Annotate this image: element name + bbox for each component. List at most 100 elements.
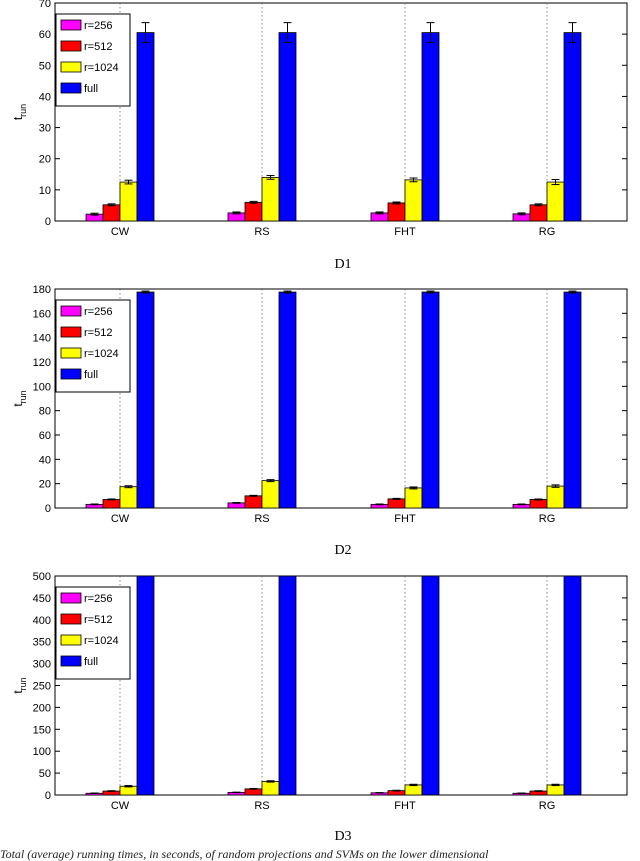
legend-label: r=1024 [84, 62, 119, 74]
y-tick-label: 180 [33, 284, 51, 296]
y-tick-label: 0 [45, 503, 51, 515]
chart-d3: 0 50 100 150 200 250 300 350 400 450 500 trun CW RS FH… [11, 571, 628, 844]
figure-caption: Total (average) running times, in second… [0, 847, 489, 861]
bar-full-fht [421, 32, 440, 222]
bar-r1024-rs [261, 781, 280, 796]
legend-swatch [60, 655, 82, 667]
y-tick-label: 40 [39, 454, 51, 466]
bar-r1024-cw [119, 785, 138, 796]
legend-swatch [60, 19, 82, 31]
bar-r1024-rs [261, 480, 280, 509]
chart-title: D2 [334, 543, 351, 558]
legend-label: full [84, 369, 98, 381]
x-tick-label: RS [254, 226, 269, 238]
y-tick-label: 40 [39, 91, 51, 103]
y-tick-label: 120 [33, 357, 51, 369]
chart-d1: 0 10 20 30 40 50 60 70 trun CW RS FHT RG r=256 r=512 r=… [11, 0, 628, 272]
legend-label: full [84, 83, 98, 95]
legend-label: r=512 [84, 41, 112, 53]
x-tick-label: RG [539, 800, 556, 812]
bar-r1024-fht [404, 487, 423, 509]
bar-r1024-cw [119, 486, 138, 509]
x-tick-label: RG [539, 226, 556, 238]
legend-swatch [60, 613, 82, 625]
bar-r1024-fht [404, 784, 423, 796]
legend-swatch [60, 61, 82, 73]
y-tick-label: 140 [33, 333, 51, 345]
x-tick-label: FHT [394, 800, 416, 812]
bar-full-cw [136, 32, 155, 222]
x-tick-label: CW [111, 226, 130, 238]
y-tick-label: 450 [33, 593, 51, 605]
chart-title: D1 [334, 257, 351, 272]
x-tick-label: CW [111, 800, 130, 812]
y-tick-label: 20 [39, 154, 51, 166]
legend-swatch [60, 40, 82, 52]
legend-swatch [60, 326, 82, 338]
bar-r512-cw [102, 499, 121, 509]
legend-label: r=512 [84, 327, 112, 339]
x-tick-label: RG [539, 513, 556, 525]
y-tick-label: 60 [39, 430, 51, 442]
y-tick-label: 30 [39, 123, 51, 135]
bar-full-rs [278, 32, 297, 222]
y-tick-label: 100 [33, 746, 51, 758]
x-tick-label: CW [111, 513, 130, 525]
legend-label: r=256 [84, 306, 112, 318]
y-tick-label: 150 [33, 724, 51, 736]
bar-r1024-rs [261, 176, 280, 222]
y-tick-label: 100 [33, 381, 51, 393]
y-tick-label: 300 [33, 659, 51, 671]
chart-d2: 0 20 40 60 80 100 120 140 160 180 trun CW RS FHT RG r=2… [11, 284, 628, 558]
legend-label: r=256 [84, 593, 112, 605]
y-tick-label: 400 [33, 615, 51, 627]
legend-label: r=256 [84, 20, 112, 32]
x-tick-label: FHT [394, 513, 416, 525]
y-tick-label: 500 [33, 571, 51, 583]
bar-r512-rs [244, 495, 263, 509]
bar-full-cw [136, 291, 155, 509]
bar-r1024-rg [546, 485, 565, 509]
bar-full-rg [563, 575, 582, 796]
legend-label: r=1024 [84, 348, 119, 360]
x-tick-label: RS [254, 800, 269, 812]
y-axis-label: trun [11, 390, 28, 406]
legend-label: full [84, 656, 98, 668]
y-tick-label: 350 [33, 637, 51, 649]
bar-r512-fht [387, 202, 406, 222]
plot-frame [54, 288, 628, 509]
plot-frame [54, 2, 628, 222]
bar-r1024-rg [546, 784, 565, 796]
y-axis-label: trun [11, 677, 28, 693]
bar-r512-rs [244, 788, 263, 796]
legend-label: r=512 [84, 614, 112, 626]
bar-full-rg [563, 32, 582, 222]
legend-swatch [60, 305, 82, 317]
x-tick-label: RS [254, 513, 269, 525]
y-tick-label: 160 [33, 308, 51, 320]
y-tick-label: 80 [39, 406, 51, 418]
y-tick-label: 0 [45, 216, 51, 228]
y-tick-label: 60 [39, 29, 51, 41]
legend-label: r=1024 [84, 635, 119, 647]
bar-r512-cw [102, 204, 121, 222]
bar-full-rs [278, 291, 297, 509]
bar-r512-rg [529, 499, 548, 509]
y-tick-label: 50 [39, 768, 51, 780]
x-tick-label: FHT [394, 226, 416, 238]
bar-r512-rs [244, 201, 263, 222]
legend-swatch [60, 368, 82, 380]
chart-title: D3 [334, 829, 351, 844]
y-axis-label: trun [11, 104, 28, 120]
legend-swatch [60, 82, 82, 94]
bar-r1024-rg [546, 181, 565, 222]
y-tick-label: 10 [39, 185, 51, 197]
y-tick-label: 250 [33, 681, 51, 693]
bar-r1024-fht [404, 179, 423, 222]
bar-full-cw [136, 575, 155, 796]
bar-r512-rg [529, 204, 548, 222]
y-tick-label: 70 [39, 0, 51, 10]
bar-full-rs [278, 575, 297, 796]
bar-full-fht [421, 575, 440, 796]
